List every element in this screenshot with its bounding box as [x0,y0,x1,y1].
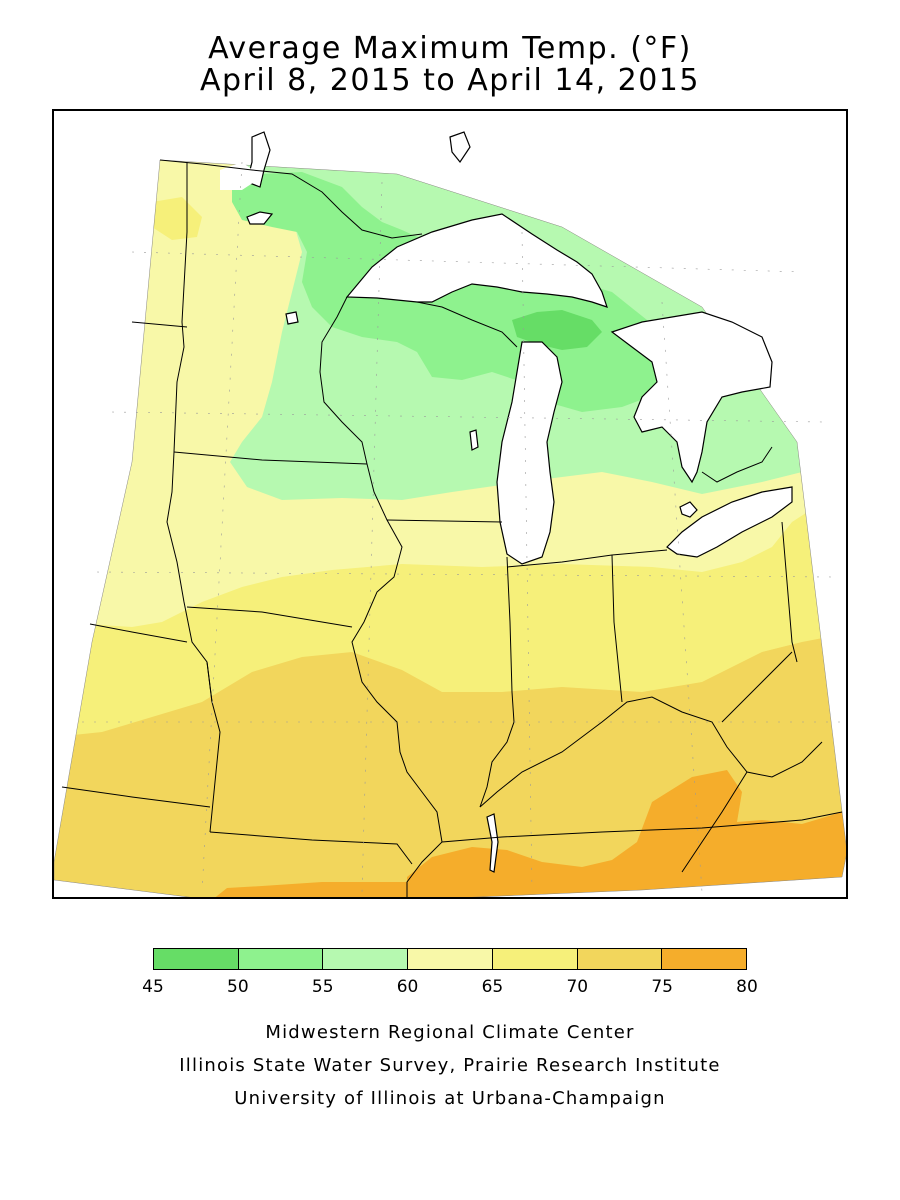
legend-tick-label: 70 [566,977,589,997]
band-75-80 [407,770,846,897]
legend-tick-label: 75 [651,977,673,997]
legend-bin-45-50 [154,949,239,969]
ks-ok-border [61,786,211,808]
legend-tick-label: 55 [311,977,334,997]
wi-mi-border [416,301,518,348]
kentucky-lake [486,813,499,873]
legend-bin-75-80 [662,949,747,969]
map-panel [52,109,848,899]
lake-superior [345,213,608,308]
credit-isws: Illinois State Water Survey, Prairie Res… [179,1055,721,1076]
mo-ar-border [209,831,413,865]
legend-tick-label: 50 [227,977,249,997]
legend-tick-label: 80 [736,977,758,997]
lake-huron [610,311,773,484]
ohio-river [479,696,823,808]
lake-st-clair [679,501,698,518]
il-in-border [479,556,515,808]
lake-mille-lacs [285,311,299,325]
legend-tick-label: 60 [396,977,419,997]
state-boundaries [61,159,843,897]
lake-red [246,211,274,225]
legend-bin-65-70 [492,949,578,969]
map-title: Average Maximum Temp. (°F) [208,31,692,66]
lake-erie [666,486,793,558]
mn-wi-border [319,296,368,465]
band-60-65-wi [182,302,214,382]
temperature-map [54,131,846,897]
color-legend [153,948,747,970]
map-date-range: April 8, 2015 to April 14, 2015 [199,63,700,98]
missouri-river [166,451,221,833]
legend-tick-label: 65 [481,977,504,997]
lake-nipigon [449,131,471,164]
mn-ia-border [173,451,368,465]
mo-ks-border [206,661,213,703]
in-oh-border [611,554,623,703]
lake-winnebago [469,429,479,451]
ia-mo-border [186,606,353,628]
ky-tn-border [441,811,843,843]
mn-west-border [173,162,188,453]
wi-il-border [386,519,503,523]
band-65-70-nw [152,197,202,240]
legend-bin-70-75 [577,949,663,969]
ky-va-border [681,771,748,873]
mi-thumb [701,446,773,483]
legend-tick-label: 45 [142,977,164,997]
no-data-area [220,162,262,190]
oh-wv-border [721,651,793,723]
mi-in-oh-border [506,549,668,568]
band-45-50 [512,310,602,350]
legend-bin-55-60 [323,949,409,969]
oh-pa-border [781,521,798,663]
us-canada-border [159,159,423,239]
ne-ks-border [89,623,188,643]
domain-outline [54,159,846,897]
legend-bin-50-55 [238,949,324,969]
legend-bin-60-65 [408,949,493,969]
graticule [82,161,842,893]
lake-michigan [496,341,563,565]
credit-uiuc: University of Illinois at Urbana-Champai… [234,1088,666,1109]
band-75-80-west [212,882,407,897]
nd-sd-border [131,321,188,328]
credit-mrcc: Midwestern Regional Climate Center [265,1022,635,1043]
